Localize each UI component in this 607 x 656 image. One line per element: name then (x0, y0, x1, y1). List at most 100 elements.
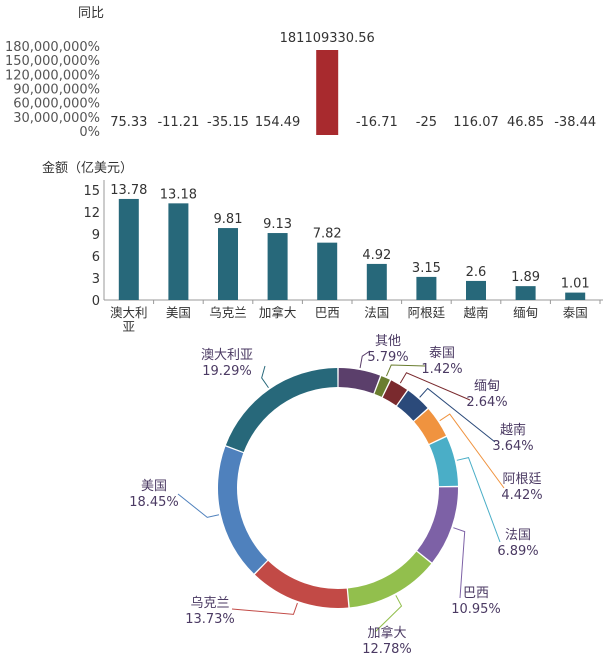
donut-slice (218, 446, 268, 574)
donut-leader-line (385, 364, 426, 377)
amount-category-label: 美国 (166, 305, 191, 320)
donut-slice-percent: 4.42% (501, 488, 542, 503)
donut-slice (374, 376, 390, 397)
donut-slice-name: 泰国 (429, 346, 455, 361)
donut-leader-line (456, 456, 501, 543)
donut-slice (347, 551, 432, 608)
amount-bar (317, 242, 338, 300)
amount-y-ticks: 15 12 9 6 3 0 (83, 184, 100, 309)
donut-slice (382, 380, 408, 406)
donut-slice-name: 美国 (141, 479, 167, 494)
yoy-data-labels: 75.33 -11.21 -35.15 154.49 181109330.56 -16.7… (110, 31, 596, 130)
yoy-data-label: -16.71 (356, 115, 398, 130)
donut-slice-name: 其他 (375, 334, 401, 349)
donut-leader-line (439, 413, 505, 489)
share-donut (218, 368, 458, 609)
donut-leader-line (374, 595, 403, 633)
yoy-y-tick: 30,000,000% (13, 111, 100, 126)
amount-data-label: 3.15 (412, 261, 441, 276)
amount-bar (515, 286, 536, 300)
donut-slice-percent: 3.64% (492, 439, 533, 454)
amount-category-labels: 澳大利亚 美国 乌克兰 加拿大 巴西 法国 阿根廷 越南 缅甸 泰国 (110, 300, 601, 334)
donut-slice-name: 缅甸 (474, 379, 500, 394)
yoy-ylabel: 同比 (78, 6, 104, 21)
yoy-data-label: -38.44 (554, 115, 596, 130)
yoy-y-tick: 60,000,000% (13, 97, 100, 112)
amount-data-label: 13.78 (110, 183, 147, 198)
donut-slice-percent: 18.45% (129, 495, 179, 510)
amount-data-label: 1.89 (511, 270, 540, 285)
donut-slice-name: 越南 (500, 422, 526, 438)
donut-slice-name: 加拿大 (367, 625, 406, 641)
amount-y-tick: 9 (92, 228, 100, 243)
amount-bar (267, 233, 288, 300)
amount-category-label: 乌克兰 (209, 305, 247, 320)
amount-y-tick: 12 (83, 206, 100, 221)
yoy-data-label: 181109330.56 (280, 31, 375, 46)
amount-category-label: 巴西 (315, 305, 340, 320)
donut-slice-percent: 1.42% (421, 362, 462, 377)
amount-data-label: 9.13 (263, 217, 292, 232)
amount-bar (118, 198, 139, 300)
donut-slice (414, 409, 446, 444)
donut-slice-percent: 12.78% (362, 642, 412, 656)
amount-data-label: 1.01 (561, 277, 590, 292)
donut-slice (254, 560, 349, 609)
donut-slice-percent: 5.79% (367, 350, 408, 365)
amount-y-tick: 3 (92, 272, 100, 287)
donut-slice-name: 阿根廷 (502, 472, 541, 487)
amount-data-label: 13.18 (160, 187, 197, 202)
amount-category-label: 越南 (463, 305, 488, 320)
yoy-y-tick: 150,000,000% (5, 54, 100, 69)
amount-bar (168, 203, 189, 300)
donut-leader-line (399, 372, 471, 401)
donut-slice-name: 法国 (505, 528, 531, 543)
amount-data-labels: 13.78 13.18 9.81 9.13 7.82 4.92 3.15 2.6 1.89 1.0… (110, 183, 589, 292)
amount-category-label: 阿根廷 (408, 305, 446, 320)
amount-bar (416, 276, 437, 300)
yoy-data-label: -11.21 (157, 115, 199, 130)
yoy-data-label: 154.49 (255, 115, 301, 130)
donut-slice (338, 368, 381, 394)
amount-data-label: 9.81 (214, 212, 243, 227)
donut-slice-name: 澳大利亚 (201, 347, 253, 363)
donut-leader-line (261, 365, 269, 389)
yoy-y-ticks: 180,000,000%150,000,000%120,000,000%90,0… (5, 40, 100, 140)
amount-bar (466, 280, 486, 300)
yoy-y-tick: 120,000,000% (5, 68, 100, 83)
donut-slice-percent: 13.73% (185, 612, 235, 627)
yoy-data-label: 116.07 (453, 115, 499, 130)
donut-leader-line (177, 493, 220, 518)
amount-data-label: 4.92 (362, 248, 391, 263)
amount-data-label: 2.6 (466, 265, 487, 280)
amount-data-label: 7.82 (313, 227, 342, 242)
yoy-y-tick: 180,000,000% (5, 40, 100, 55)
yoy-y-tick: 0% (79, 125, 100, 140)
amount-bar (366, 263, 387, 300)
yoy-y-tick: 90,000,000% (13, 83, 100, 98)
amount-category-label: 澳大利亚 (110, 305, 148, 334)
amount-y-tick: 0 (92, 294, 100, 309)
donut-leader-line (419, 387, 496, 443)
donut-leader-line (359, 350, 371, 369)
donut-slice-name: 巴西 (463, 586, 489, 601)
yoy-data-label: 46.85 (507, 115, 544, 130)
donut-slice-percent: 6.89% (497, 544, 538, 559)
donut-slice (417, 487, 458, 563)
donut-slice-percent: 10.95% (451, 602, 501, 617)
amount-category-label: 加拿大 (259, 305, 297, 320)
amount-bar (565, 292, 586, 300)
donut-slice-percent: 19.29% (202, 364, 252, 379)
amount-category-label: 缅甸 (513, 305, 538, 320)
donut-slice (429, 436, 458, 487)
amount-bar (218, 228, 238, 300)
donut-slice-name: 乌克兰 (190, 595, 229, 611)
yoy-data-label: -25 (416, 115, 437, 130)
amount-ylabel: 金额（亿美元） (42, 160, 133, 176)
yoy-data-label: -35.15 (207, 115, 249, 130)
donut-slice (225, 368, 338, 452)
amount-y-tick: 6 (92, 250, 100, 265)
